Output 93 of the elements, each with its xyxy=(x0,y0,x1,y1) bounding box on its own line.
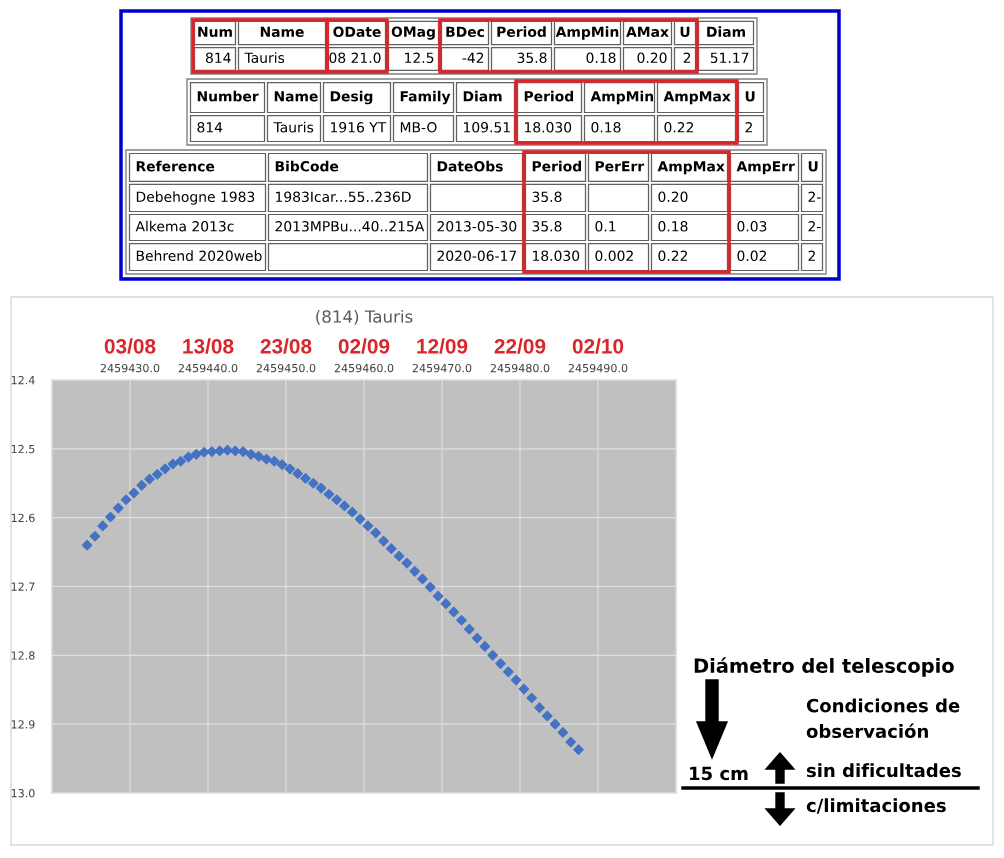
text: Condiciones de observación xyxy=(806,698,960,739)
text: 2020-06-17 xyxy=(437,250,517,262)
category-label: AmpMin xyxy=(590,90,654,105)
category-label: Diam xyxy=(707,26,745,38)
x-tick-label: 2459430.0 xyxy=(100,363,160,373)
text: 51.17 xyxy=(710,52,749,64)
text: 18.030 xyxy=(533,250,580,262)
category-label: Name xyxy=(274,91,318,102)
text: sin dificultades xyxy=(806,763,961,778)
x-tick-label: 2459470.0 xyxy=(412,363,472,373)
category-label: U xyxy=(680,26,690,38)
y-tick-label: 12.8 xyxy=(11,651,35,660)
text: Debehogne 1983 xyxy=(136,191,255,205)
text: Diámetro del telescopio xyxy=(694,657,954,677)
x2-tick-label: 23/08 xyxy=(260,338,312,354)
category-label: Num xyxy=(198,26,232,38)
y-tick-label: 12.7 xyxy=(11,582,35,591)
text: 0.18 xyxy=(586,52,616,64)
text: 0.22 xyxy=(658,250,688,262)
y-tick-label: 12.4 xyxy=(11,375,35,385)
y-tick-label: 12.9 xyxy=(11,720,35,729)
text: 2013MPBu...40..215A xyxy=(275,221,425,232)
text: 2013-05-30 xyxy=(437,221,517,232)
category-label: Desig xyxy=(330,90,373,105)
text: 0.20 xyxy=(658,191,688,203)
text: 0.18 xyxy=(658,221,688,232)
category-label: BDec xyxy=(446,26,484,38)
category-label: AmpMin xyxy=(555,26,619,40)
category-label: Name xyxy=(260,26,304,38)
category-label: ODate xyxy=(333,26,381,38)
category-label: DateObs xyxy=(437,160,503,172)
x2-tick-label: 02/10 xyxy=(572,338,624,354)
text: 15 cm xyxy=(690,766,748,781)
text: 1916 YT xyxy=(331,122,387,133)
category-label: AmpErr xyxy=(736,161,795,175)
category-label: Period xyxy=(524,90,574,102)
chart-title: (814) Tauris xyxy=(316,309,413,325)
text: 18.030 xyxy=(525,122,572,133)
text: c/limitaciones xyxy=(806,798,946,814)
x2-tick-label: 12/09 xyxy=(417,338,468,354)
category-label: Period xyxy=(497,26,546,38)
category-label: BibCode xyxy=(275,160,339,172)
x2-tick-label: 03/08 xyxy=(104,338,156,354)
category-label: Diam xyxy=(463,90,502,102)
category-label: OMag xyxy=(391,26,435,40)
text: Tauris xyxy=(273,121,314,133)
category-label: AmpMax xyxy=(657,161,725,175)
category-label: AMax xyxy=(626,26,669,38)
text: 08 21.0 xyxy=(329,52,381,64)
text: Behrend 2020web xyxy=(136,250,262,262)
text: 2 xyxy=(808,250,815,261)
text: 0.002 xyxy=(595,250,633,262)
y-tick-label: 13.0 xyxy=(11,788,35,798)
text: 2 xyxy=(683,52,691,63)
x-tick-label: 2459440.0 xyxy=(178,363,238,373)
text: 35.8 xyxy=(532,221,562,232)
text: 1983Icar...55..236D xyxy=(276,191,411,203)
text: 814 xyxy=(205,52,231,64)
text: Alkema 2013c xyxy=(135,220,234,232)
text: -42 xyxy=(462,52,484,63)
category-label: Number xyxy=(197,90,259,102)
text: 35.8 xyxy=(517,52,547,64)
x-tick-label: 2459460.0 xyxy=(334,363,394,373)
category-label: PerErr xyxy=(595,161,645,172)
text: 0.22 xyxy=(664,122,694,133)
category-label: U xyxy=(745,91,755,102)
category-label: U xyxy=(808,161,818,172)
text: 109.51 xyxy=(464,122,510,133)
x2-tick-label: 02/09 xyxy=(338,338,390,354)
y-tick-label: 12.6 xyxy=(11,513,35,523)
x-tick-label: 2459490.0 xyxy=(568,363,628,373)
text: 0.1 xyxy=(595,221,616,232)
text: 2- xyxy=(808,221,821,232)
x2-tick-label: 13/08 xyxy=(183,338,234,354)
category-label: Family xyxy=(400,90,451,105)
category-label: AmpMax xyxy=(663,91,731,105)
text: 35.8 xyxy=(532,191,562,203)
category-label: Reference xyxy=(136,160,215,172)
category-label: Period xyxy=(532,160,582,172)
x-tick-label: 2459450.0 xyxy=(256,363,316,373)
text: 0.20 xyxy=(637,52,667,64)
y-tick-label: 12.5 xyxy=(11,444,35,454)
text: 12.5 xyxy=(405,52,434,64)
text: MB-O xyxy=(400,122,437,133)
text: 814 xyxy=(197,122,223,133)
text: 2- xyxy=(808,191,821,202)
text: 0.02 xyxy=(737,250,767,262)
x2-tick-label: 22/09 xyxy=(494,338,546,354)
text: 0.03 xyxy=(737,221,767,232)
text: Tauris xyxy=(244,52,285,64)
x-tick-label: 2459480.0 xyxy=(490,363,550,373)
text: 0.18 xyxy=(591,122,621,133)
text: 2 xyxy=(745,122,752,133)
